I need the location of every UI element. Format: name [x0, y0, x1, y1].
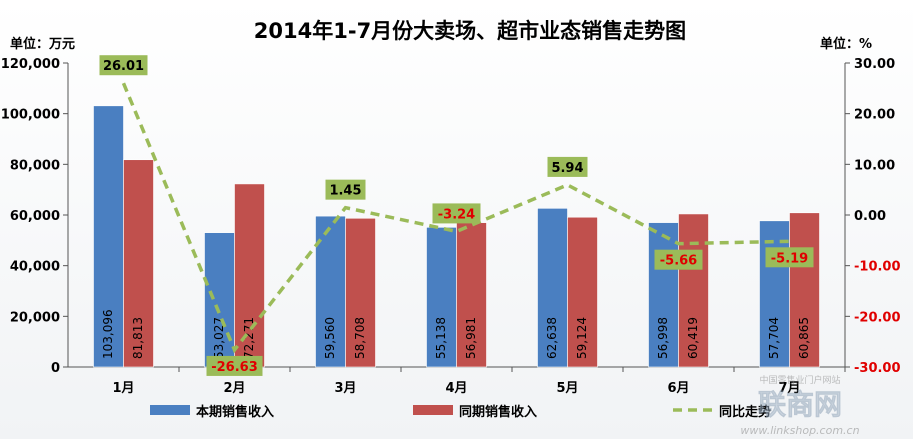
bar [123, 159, 154, 368]
trend-label-box [99, 55, 148, 76]
left-tick-label: 100,000 [1, 108, 60, 123]
bar-value-label: 59,560 [323, 317, 337, 359]
bar [204, 232, 235, 368]
x-tick-label: 4月 [445, 381, 467, 396]
left-tick-label: 60,000 [10, 209, 60, 224]
x-tick-label: 6月 [667, 381, 689, 396]
x-tick-label: 7月 [778, 381, 800, 396]
trend-label-box [765, 247, 814, 268]
trend-value-label: 26.01 [103, 59, 144, 74]
left-axis-unit: 单位：万元 [10, 36, 75, 52]
legend-label: 本期销售收入 [196, 404, 274, 420]
bar [789, 212, 820, 368]
bar-value-label: 56,998 [656, 317, 670, 359]
trend-label-box [206, 355, 263, 376]
bar-value-label: 59,124 [575, 317, 589, 359]
chart-title: 2014年1-7月份大卖场、超市业态销售走势图 [254, 19, 686, 43]
bar-value-label: 103,096 [101, 309, 115, 359]
trend-line: 26.01 -26.63 1.45 -3.24 5.94 -5.66 -5.19 [99, 55, 814, 376]
watermark-line1: 中国零售业门户网站 [759, 374, 840, 386]
left-tick-label: 80,000 [10, 158, 60, 173]
bar [345, 217, 376, 368]
bar-value-label: 53,027 [212, 317, 226, 359]
trend-value-label: -5.19 [771, 251, 808, 266]
bar [426, 227, 457, 368]
trend-label-box [547, 156, 588, 177]
bar [567, 216, 598, 368]
x-tick-label: 2月 [223, 381, 245, 396]
legend: 本期销售收入 同期销售收入 同比走势 [150, 404, 771, 420]
left-tick-label: 120,000 [1, 57, 60, 72]
watermark-logo: 联商网 [758, 388, 842, 421]
trend-line-path [121, 82, 790, 354]
x-tick-label: 3月 [334, 381, 356, 396]
trend-value-label: 5.94 [551, 161, 583, 176]
legend-swatch [150, 405, 190, 415]
legend-label: 同比走势 [719, 404, 771, 420]
bar [678, 213, 709, 368]
bar-value-label: 62,638 [545, 317, 559, 359]
trend-label-box [432, 203, 481, 224]
trend-label-box [325, 179, 366, 200]
right-axis-unit: 单位：% [820, 36, 872, 52]
bar-value-label: 60,419 [686, 317, 700, 359]
bar [759, 220, 790, 368]
right-tick-label: 0.00 [854, 209, 886, 224]
left-tick-label: 20,000 [10, 310, 60, 325]
bar-value-label: 58,708 [353, 317, 367, 359]
right-tick-label: 30.00 [854, 57, 895, 72]
right-tick-label: -20.00 [854, 310, 901, 325]
bar [234, 183, 265, 368]
bar [456, 222, 487, 368]
x-tick-label: 5月 [556, 381, 578, 396]
trend-value-label: -26.63 [211, 360, 258, 375]
left-tick-label: 40,000 [10, 260, 60, 275]
trend-value-label: 1.45 [329, 184, 361, 199]
watermark-url: www.linkshop.com.cn [740, 424, 859, 437]
right-tick-label: 10.00 [854, 158, 895, 173]
bar [93, 105, 124, 368]
bar [537, 208, 568, 368]
legend-label: 同期销售收入 [459, 404, 537, 420]
legend-swatch [413, 405, 453, 415]
bar-value-label: 60,865 [797, 317, 811, 359]
left-tick-label: 0 [51, 361, 60, 376]
right-tick-label: -10.00 [854, 260, 901, 275]
bar-value-label: 56,981 [464, 317, 478, 359]
trend-value-label: -3.24 [438, 207, 475, 222]
bar-value-label: 55,138 [434, 317, 448, 359]
bar-value-label: 81,813 [131, 317, 145, 359]
trend-label-box [654, 249, 703, 270]
axes: 0 20,000 40,000 60,000 80,000 100,000 120,000 -… [1, 57, 901, 396]
bar [648, 222, 679, 368]
right-tick-label: -30.00 [854, 361, 901, 376]
bar-value-label: 57,704 [767, 317, 781, 359]
trend-value-label: -5.66 [660, 254, 697, 269]
watermark: 中国零售业门户网站 联商网 www.linkshop.com.cn [740, 374, 859, 437]
right-tick-label: 20.00 [854, 108, 895, 123]
x-tick-label: 1月 [112, 381, 134, 396]
bars [93, 105, 820, 368]
